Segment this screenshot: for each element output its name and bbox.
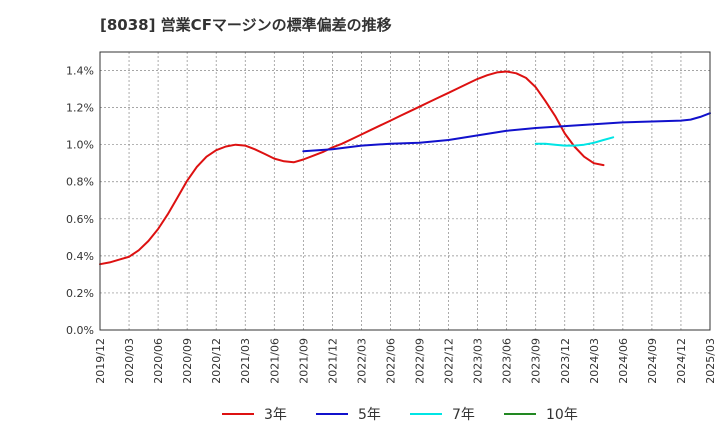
plot-border xyxy=(99,51,711,331)
y-tick-label: 0.8% xyxy=(66,176,94,189)
x-tick-label: 2024/12 xyxy=(675,338,688,384)
x-tick-label: 2023/09 xyxy=(530,338,543,384)
series-line xyxy=(534,136,615,147)
y-tick-label: 1.0% xyxy=(66,139,94,152)
y-tick-label: 1.2% xyxy=(66,102,94,115)
x-tick-label: 2023/06 xyxy=(501,338,514,384)
x-axis: 2019/12 2020/03 2020/06 2020/09 2020/12 2021/… xyxy=(94,338,717,384)
x-tick-label: 2023/12 xyxy=(559,338,572,384)
y-tick-label: 1.4% xyxy=(66,65,94,78)
y-tick-label: 0.4% xyxy=(66,250,94,263)
x-tick-label: 2024/09 xyxy=(646,338,659,384)
chart-title: [8038] 営業CFマージンの標準偏差の推移 xyxy=(100,16,392,34)
x-tick-label: 2022/06 xyxy=(384,338,397,384)
x-tick-label: 2025/03 xyxy=(704,338,717,384)
x-tick-label: 2021/12 xyxy=(326,338,339,384)
x-tick-label: 2019/12 xyxy=(94,338,107,384)
legend-label: 5年 xyxy=(358,407,381,423)
series-line xyxy=(302,112,711,153)
x-tick-label: 2022/12 xyxy=(443,338,456,384)
x-tick-label: 2024/06 xyxy=(617,338,630,384)
plot-frame xyxy=(99,51,711,331)
y-tick-label: 0.6% xyxy=(66,213,94,226)
x-tick-label: 2021/09 xyxy=(297,338,310,384)
y-axis: 0.0% 0.2% 0.4% 0.6% 0.8% 1.0% 1.2% 1.4% xyxy=(66,65,94,337)
x-tick-label: 2020/12 xyxy=(210,338,223,384)
x-tick-label: 2020/09 xyxy=(181,338,194,384)
series-line xyxy=(99,70,605,266)
legend-label: 7年 xyxy=(452,407,475,423)
x-tick-label: 2020/06 xyxy=(152,338,165,384)
y-tick-label: 0.0% xyxy=(66,324,94,337)
x-tick-label: 2022/03 xyxy=(355,338,368,384)
y-tick-label: 0.2% xyxy=(66,287,94,300)
x-tick-label: 2021/06 xyxy=(268,338,281,384)
x-tick-label: 2024/03 xyxy=(588,338,601,384)
series-layer xyxy=(99,70,711,266)
legend-label: 10年 xyxy=(546,407,578,423)
x-tick-label: 2021/03 xyxy=(239,338,252,384)
x-tick-label: 2023/03 xyxy=(472,338,485,384)
grid-layer xyxy=(100,52,710,330)
legend-label: 3年 xyxy=(264,407,287,423)
x-tick-label: 2020/03 xyxy=(123,338,136,384)
x-tick-label: 2022/09 xyxy=(414,338,427,384)
legend: 3年 5年 7年 10年 xyxy=(222,407,578,423)
